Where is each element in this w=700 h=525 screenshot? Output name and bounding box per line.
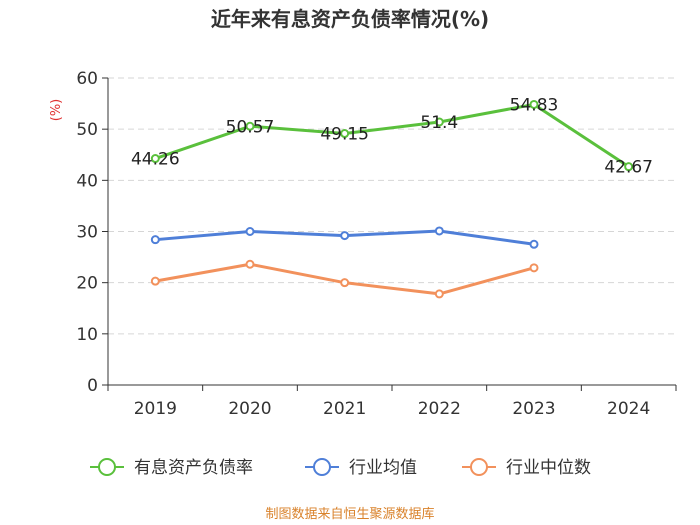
data-labels: 44.26 50.57 49.15 51.4 54.83 42.67 bbox=[131, 95, 653, 177]
data-label: 50.57 bbox=[226, 117, 275, 137]
source-note: 制图数据来自恒生聚源数据库 bbox=[265, 506, 434, 522]
data-point[interactable] bbox=[624, 162, 634, 172]
y-tick-label: 40 bbox=[76, 171, 98, 191]
data-point[interactable] bbox=[434, 289, 444, 299]
series-line-0 bbox=[154, 102, 630, 168]
legend-item-1[interactable]: 行业均值 bbox=[305, 458, 417, 478]
data-point[interactable] bbox=[340, 129, 350, 139]
y-tick-label: 0 bbox=[87, 376, 98, 396]
data-point[interactable] bbox=[245, 121, 255, 131]
legend-marker bbox=[470, 458, 488, 476]
data-point[interactable] bbox=[529, 239, 539, 249]
data-label: 42.67 bbox=[604, 158, 653, 178]
y-tick-label: 30 bbox=[76, 223, 98, 243]
data-label: 49.15 bbox=[320, 125, 369, 145]
data-point[interactable] bbox=[150, 276, 160, 286]
axes: 0 10 20 30 40 50 60 2019 2020 2021 2022 2023 2024 bbox=[76, 69, 677, 419]
gridlines bbox=[108, 77, 676, 335]
data-point[interactable] bbox=[245, 259, 255, 269]
legend[interactable]: 有息资产负债率 行业均值 行业中位数 bbox=[90, 458, 591, 478]
legend-marker bbox=[98, 458, 116, 476]
data-point[interactable] bbox=[434, 117, 444, 127]
legend-marker bbox=[313, 458, 331, 476]
data-label: 54.83 bbox=[510, 95, 559, 115]
data-point[interactable] bbox=[245, 227, 255, 236]
x-tick-label: 2023 bbox=[512, 399, 555, 419]
data-point[interactable] bbox=[340, 231, 350, 241]
legend-label: 有息资产负债率 bbox=[134, 458, 253, 478]
data-point[interactable] bbox=[529, 263, 539, 273]
data-point[interactable] bbox=[340, 278, 350, 288]
y-tick-label: 50 bbox=[76, 120, 98, 140]
legend-item-0[interactable]: 有息资产负债率 bbox=[90, 458, 253, 478]
legend-label: 行业中位数 bbox=[506, 458, 591, 478]
legend-item-2[interactable]: 行业中位数 bbox=[462, 458, 591, 478]
series bbox=[150, 99, 634, 299]
data-label: 44.26 bbox=[131, 150, 180, 170]
x-tick-label: 2022 bbox=[418, 399, 461, 419]
data-point[interactable] bbox=[150, 235, 160, 245]
data-point[interactable] bbox=[529, 99, 539, 109]
data-point[interactable] bbox=[150, 154, 160, 164]
x-tick-label: 2019 bbox=[134, 399, 177, 419]
x-tick-label: 2024 bbox=[607, 399, 650, 419]
chart-title: 近年来有息资产负债率情况(%) bbox=[211, 7, 489, 31]
y-axis-unit: (%) bbox=[49, 99, 64, 122]
data-point[interactable] bbox=[434, 226, 444, 236]
y-tick-label: 10 bbox=[76, 325, 98, 345]
x-tick-label: 2020 bbox=[228, 399, 271, 419]
y-tick-label: 20 bbox=[76, 274, 98, 294]
y-tick-label: 60 bbox=[76, 69, 98, 89]
data-label: 51.4 bbox=[420, 113, 458, 133]
x-tick-label: 2021 bbox=[323, 399, 366, 419]
legend-label: 行业均值 bbox=[349, 458, 417, 478]
